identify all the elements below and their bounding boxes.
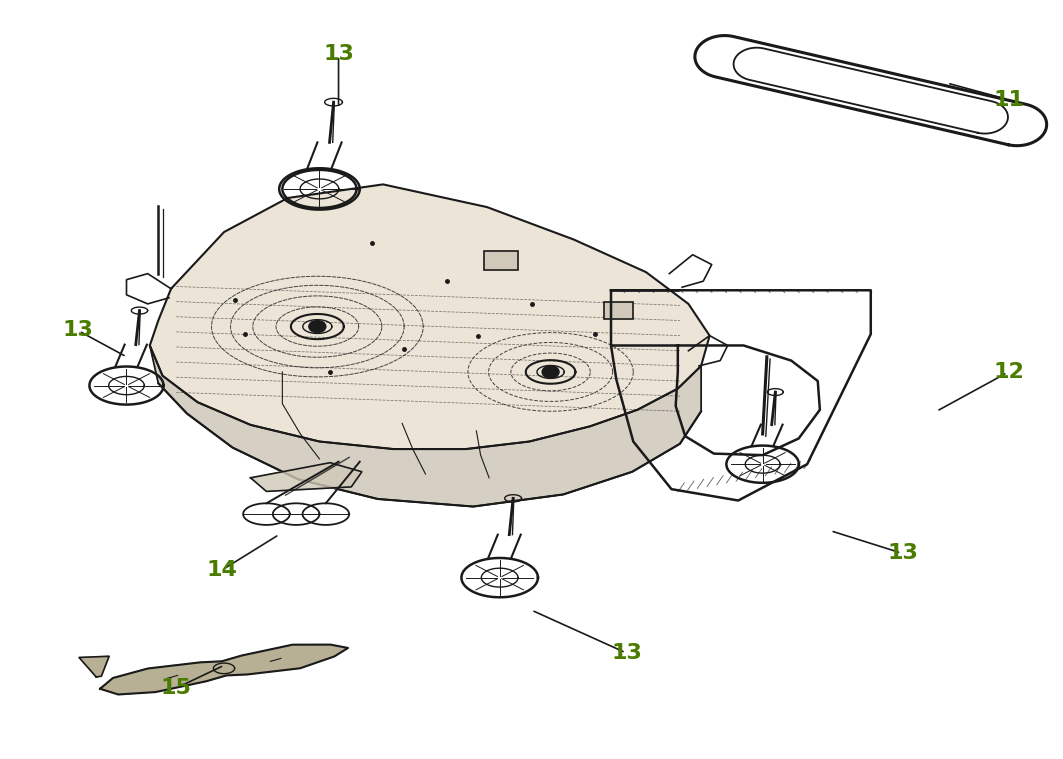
Text: 11: 11 [993, 90, 1024, 110]
Bar [604, 302, 634, 319]
Polygon shape [150, 184, 710, 449]
Text: 13: 13 [323, 44, 354, 65]
Text: 12: 12 [993, 362, 1024, 382]
Text: 13: 13 [611, 643, 642, 663]
Polygon shape [100, 644, 348, 694]
Polygon shape [150, 345, 702, 506]
Circle shape [309, 320, 326, 332]
Text: 14: 14 [206, 560, 237, 580]
Text: 15: 15 [161, 678, 191, 698]
Text: 13: 13 [63, 320, 94, 340]
Bar [484, 251, 518, 270]
Circle shape [542, 366, 559, 378]
Polygon shape [79, 657, 109, 677]
Polygon shape [251, 463, 361, 491]
Text: 13: 13 [888, 543, 918, 563]
